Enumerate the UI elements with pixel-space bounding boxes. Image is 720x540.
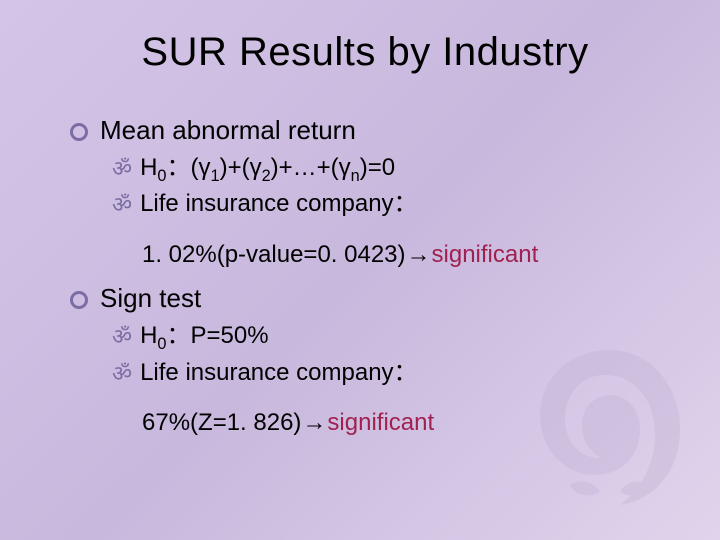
sub-list: ॐ H0：(γ1)+(γ2)+…+(γn)=0 ॐ Life insurance… [112, 152, 660, 221]
result-value: 1. 02%(p-value=0. 0423) [142, 241, 406, 268]
top-item-mean-abnormal-return: Mean abnormal return [70, 115, 660, 146]
arrow-icon: → [407, 239, 431, 271]
sub-item-text: Life insurance company： [140, 188, 660, 220]
slide-container: SUR Results by Industry Mean abnormal re… [0, 0, 720, 540]
continuation-line: 1. 02%(p-value=0. 0423)→significant [142, 239, 660, 271]
ring-bullet-icon [70, 123, 88, 141]
swirl-bullet-icon: ॐ [112, 190, 132, 220]
swirl-bullet-icon: ॐ [112, 154, 132, 184]
sub-item: ॐ H0：(γ1)+(γ2)+…+(γn)=0 [112, 152, 660, 184]
swirl-bullet-icon: ॐ [112, 322, 132, 352]
sub-item: ॐ Life insurance company： [112, 188, 660, 220]
sub-list: ॐ H0：P=50% ॐ Life insurance company： [112, 320, 660, 389]
top-item-label: Sign test [100, 283, 201, 314]
sub-item: ॐ Life insurance company： [112, 357, 660, 389]
sub-item: ॐ H0：P=50% [112, 320, 660, 352]
sub-item-text: H0：P=50% [140, 320, 660, 352]
top-item-sign-test: Sign test [70, 283, 660, 314]
sub-item-text: H0：(γ1)+(γ2)+…+(γn)=0 [140, 152, 660, 184]
result-value: 67%(Z=1. 826) [142, 409, 301, 436]
slide-title: SUR Results by Industry [70, 30, 660, 75]
significant-label: significant [327, 409, 434, 436]
top-item-label: Mean abnormal return [100, 115, 356, 146]
continuation-line: 67%(Z=1. 826)→significant [142, 407, 660, 439]
swirl-bullet-icon: ॐ [112, 359, 132, 389]
significant-label: significant [432, 241, 539, 268]
ring-bullet-icon [70, 291, 88, 309]
arrow-icon: → [302, 407, 326, 439]
sub-item-text: Life insurance company： [140, 357, 660, 389]
